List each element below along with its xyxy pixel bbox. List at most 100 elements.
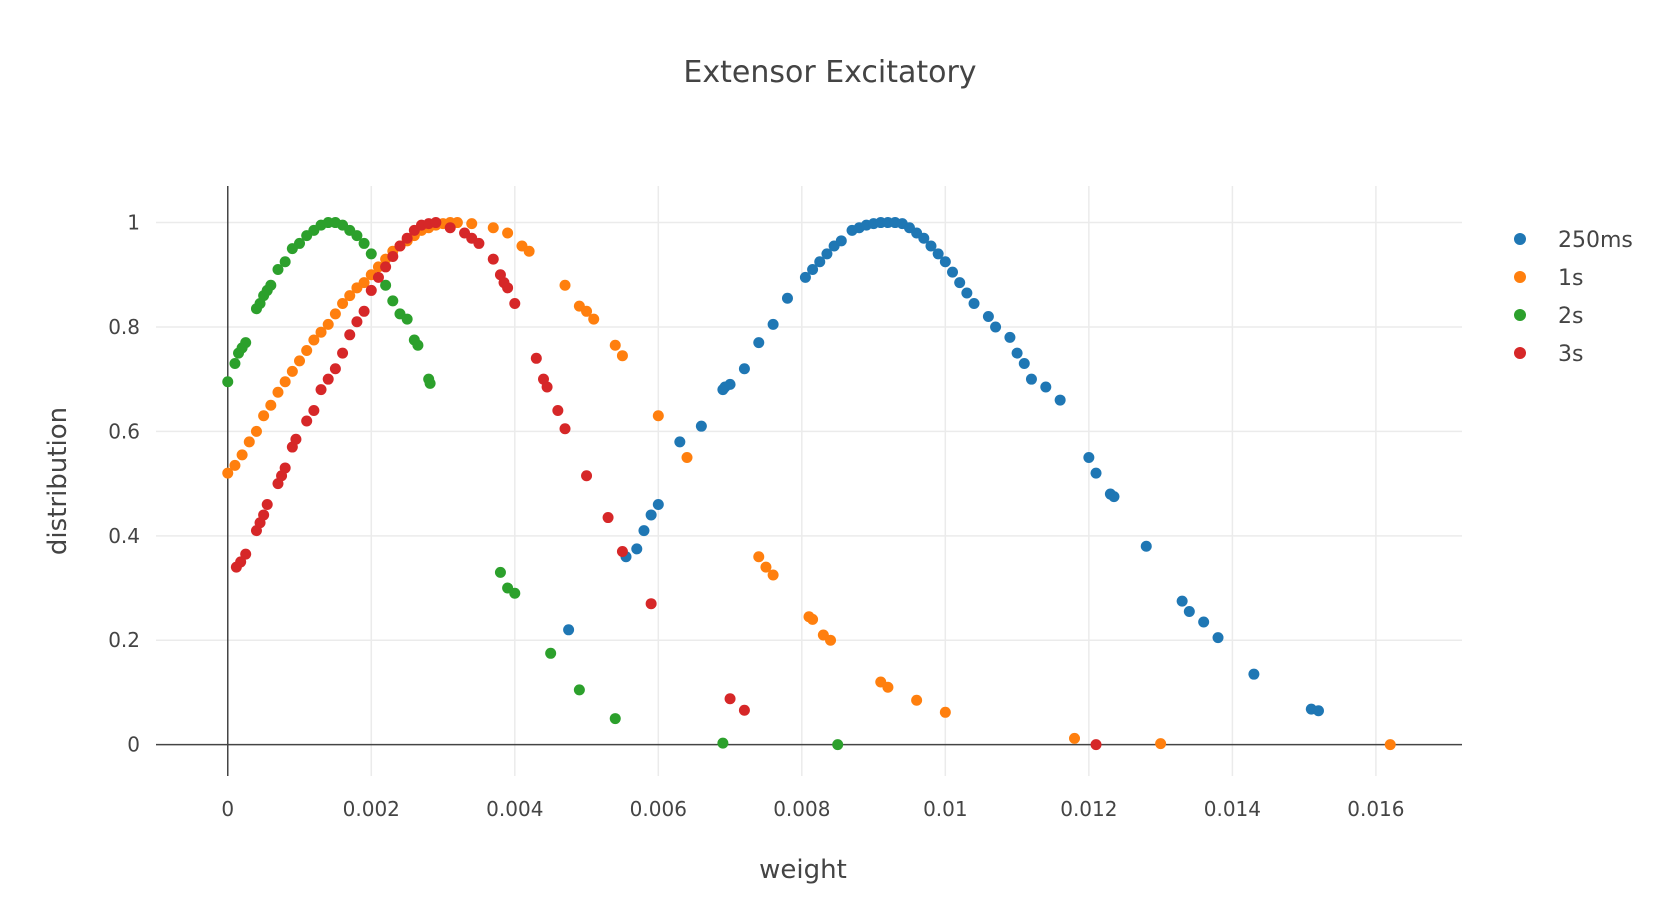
data-point[interactable]: [272, 264, 284, 276]
data-point[interactable]: [814, 256, 826, 268]
data-point[interactable]: [315, 326, 327, 338]
data-point[interactable]: [329, 363, 341, 375]
data-point[interactable]: [387, 295, 399, 307]
data-point[interactable]: [559, 279, 571, 291]
data-point[interactable]: [322, 373, 334, 385]
data-point[interactable]: [1004, 331, 1016, 343]
data-point[interactable]: [444, 222, 456, 234]
data-point[interactable]: [616, 545, 628, 557]
data-point[interactable]: [308, 405, 320, 417]
data-point[interactable]: [563, 624, 575, 636]
data-point[interactable]: [681, 452, 693, 464]
data-point[interactable]: [430, 217, 442, 229]
legend-item-3s[interactable]: 3s: [1514, 342, 1583, 367]
data-point[interactable]: [250, 425, 262, 437]
data-point[interactable]: [337, 347, 349, 359]
data-point[interactable]: [412, 339, 424, 351]
data-point[interactable]: [258, 410, 270, 422]
data-point[interactable]: [1198, 616, 1210, 628]
data-point[interactable]: [918, 232, 930, 244]
data-point[interactable]: [365, 284, 377, 296]
data-point[interactable]: [286, 365, 298, 377]
data-point[interactable]: [925, 240, 937, 252]
data-point[interactable]: [821, 248, 833, 260]
data-point[interactable]: [781, 292, 793, 304]
data-point[interactable]: [835, 235, 847, 247]
data-point[interactable]: [401, 232, 413, 244]
data-point[interactable]: [717, 737, 729, 749]
data-point[interactable]: [351, 230, 363, 242]
data-point[interactable]: [753, 337, 765, 349]
legend-item-1s[interactable]: 1s: [1514, 266, 1583, 291]
data-point[interactable]: [724, 693, 736, 705]
data-point[interactable]: [466, 218, 478, 230]
data-point[interactable]: [265, 399, 277, 411]
data-point[interactable]: [911, 694, 923, 706]
data-point[interactable]: [279, 256, 291, 268]
data-point[interactable]: [1025, 373, 1037, 385]
data-point[interactable]: [222, 376, 234, 388]
data-point[interactable]: [235, 556, 247, 568]
data-point[interactable]: [652, 498, 664, 510]
data-point[interactable]: [882, 681, 894, 693]
data-point[interactable]: [767, 569, 779, 581]
data-point[interactable]: [301, 415, 313, 427]
data-point[interactable]: [229, 459, 241, 471]
data-point[interactable]: [1011, 347, 1023, 359]
data-point[interactable]: [487, 222, 499, 234]
data-point[interactable]: [424, 377, 436, 389]
data-point[interactable]: [494, 566, 506, 578]
data-point[interactable]: [308, 334, 320, 346]
data-point[interactable]: [509, 297, 521, 309]
data-point[interactable]: [573, 684, 585, 696]
data-point[interactable]: [609, 339, 621, 351]
data-point[interactable]: [631, 543, 643, 555]
data-point[interactable]: [358, 237, 370, 249]
data-point[interactable]: [387, 250, 399, 262]
data-point[interactable]: [509, 587, 521, 599]
data-point[interactable]: [1183, 606, 1195, 618]
data-point[interactable]: [645, 509, 657, 521]
data-point[interactable]: [272, 386, 284, 398]
data-point[interactable]: [799, 271, 811, 283]
data-point[interactable]: [1040, 381, 1052, 393]
data-point[interactable]: [240, 337, 252, 349]
data-point[interactable]: [236, 449, 248, 461]
data-point[interactable]: [807, 264, 819, 276]
data-point[interactable]: [502, 227, 514, 239]
data-point[interactable]: [638, 525, 650, 537]
data-point[interactable]: [243, 436, 255, 448]
data-point[interactable]: [832, 739, 844, 751]
data-point[interactable]: [358, 277, 370, 289]
data-point[interactable]: [394, 240, 406, 252]
data-point[interactable]: [487, 253, 499, 265]
data-point[interactable]: [1155, 738, 1167, 750]
data-point[interactable]: [559, 423, 571, 435]
data-point[interactable]: [261, 498, 273, 510]
data-point[interactable]: [954, 277, 966, 289]
data-point[interactable]: [229, 358, 241, 370]
data-point[interactable]: [552, 405, 564, 417]
data-point[interactable]: [695, 420, 707, 432]
data-point[interactable]: [329, 308, 341, 320]
data-point[interactable]: [1054, 394, 1066, 406]
data-point[interactable]: [1069, 732, 1081, 744]
data-point[interactable]: [753, 551, 765, 563]
data-point[interactable]: [1312, 705, 1324, 717]
data-point[interactable]: [1090, 739, 1102, 751]
data-point[interactable]: [961, 287, 973, 299]
data-point[interactable]: [738, 363, 750, 375]
data-point[interactable]: [724, 378, 736, 390]
data-point[interactable]: [545, 647, 557, 659]
data-point[interactable]: [523, 245, 535, 257]
data-point[interactable]: [502, 282, 514, 294]
data-point[interactable]: [1090, 467, 1102, 479]
data-point[interactable]: [344, 329, 356, 341]
data-point[interactable]: [315, 384, 327, 396]
data-point[interactable]: [1108, 491, 1120, 503]
legend-item-2s[interactable]: 2s: [1514, 304, 1583, 329]
data-point[interactable]: [674, 436, 686, 448]
data-point[interactable]: [1212, 632, 1224, 644]
data-point[interactable]: [401, 313, 413, 325]
data-point[interactable]: [767, 318, 779, 330]
